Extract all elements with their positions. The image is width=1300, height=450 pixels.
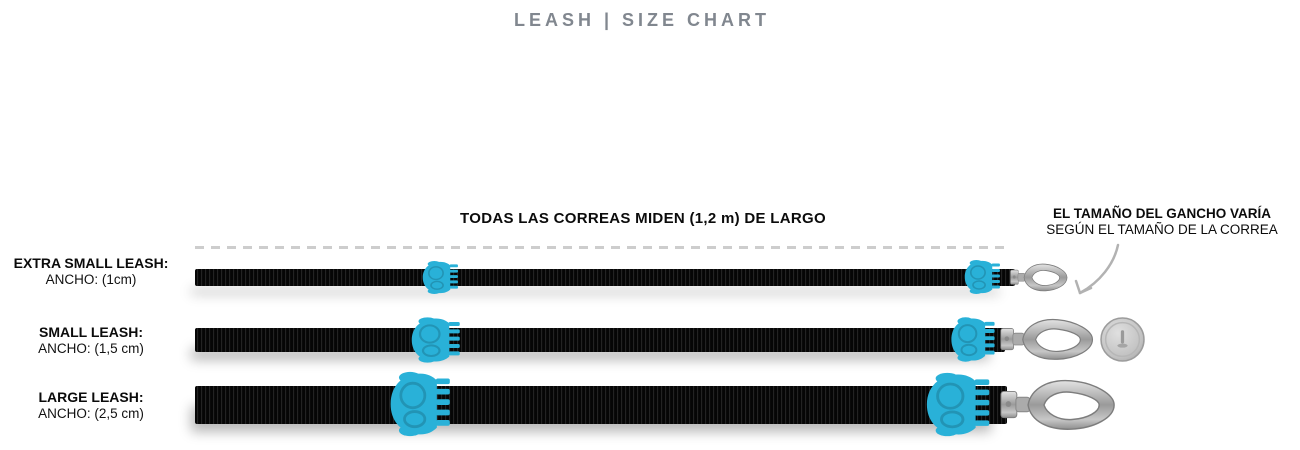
leash-label-extra-small: EXTRA SMALL LEASH: ANCHO: (1cm) (0, 255, 182, 287)
leash-label-small: SMALL LEASH: ANCHO: (1,5 cm) (0, 324, 182, 356)
leash-width: ANCHO: (1cm) (45, 271, 137, 287)
leash-strap-large (195, 386, 1007, 424)
leash-mid-tag (410, 316, 461, 364)
leash-strap-extra-small (195, 269, 1015, 286)
leash-end-tag (950, 316, 996, 363)
curved-arrow-icon (1074, 243, 1120, 295)
leash-width: ANCHO: (1,5 cm) (38, 340, 144, 356)
leash-name: LARGE LEASH: (38, 389, 144, 405)
leash-name: EXTRA SMALL LEASH: (13, 255, 169, 271)
quarter-coin-illustration (1100, 317, 1145, 362)
leash-name: SMALL LEASH: (39, 324, 143, 340)
leash-hook-illustration (1000, 318, 1094, 360)
leash-label-large: LARGE LEASH: ANCHO: (2,5 cm) (0, 389, 182, 421)
hook-note: EL TAMAÑO DEL GANCHO VARÍA SEGÚN EL TAMA… (1040, 206, 1284, 239)
leash-mid-tag (421, 260, 459, 295)
leash-hook-illustration (1010, 263, 1068, 292)
leash-width: ANCHO: (2,5 cm) (38, 405, 144, 421)
hook-note-line1: EL TAMAÑO DEL GANCHO VARÍA (1052, 206, 1271, 221)
leash-end-tag (925, 371, 991, 438)
leash-hook-illustration (1000, 379, 1115, 430)
hook-note-line2: SEGÚN EL TAMAÑO DE LA CORREA (1046, 222, 1278, 238)
leash-end-tag (963, 259, 1001, 295)
length-note: TODAS LAS CORREAS MIDEN (1,2 m) DE LARGO (460, 210, 826, 227)
dashed-length-line (195, 246, 1007, 249)
leash-strap-small (195, 328, 1005, 352)
page-title: LEASH | SIZE CHART (513, 10, 771, 30)
leash-mid-tag (389, 370, 452, 438)
